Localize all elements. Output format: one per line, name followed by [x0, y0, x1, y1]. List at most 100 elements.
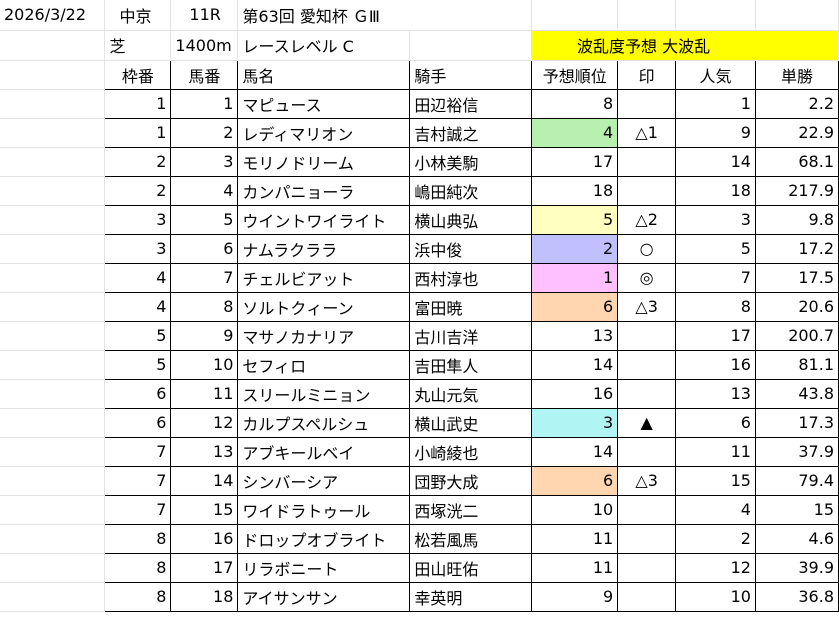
umaban-cell[interactable]: 8	[170, 291, 239, 322]
mark-cell[interactable]: △3	[617, 291, 677, 322]
empty-cell[interactable]	[531, 0, 619, 31]
jockey-cell[interactable]: 松若風馬	[409, 523, 533, 554]
umaban-cell[interactable]: 3	[170, 146, 239, 177]
empty-cell[interactable]	[0, 89, 106, 119]
popularity-cell[interactable]: 9	[675, 117, 756, 148]
empty-cell[interactable]	[0, 30, 106, 61]
empty-cell[interactable]	[0, 60, 106, 90]
horse-name-cell[interactable]: チェルビアット	[237, 262, 411, 293]
jockey-cell[interactable]: 幸英明	[409, 581, 533, 612]
predicted-rank-cell[interactable]: 8	[531, 88, 619, 119]
jockey-cell[interactable]: 浜中俊	[409, 233, 533, 264]
mark-cell[interactable]: ◎	[617, 262, 677, 293]
horse-name-cell[interactable]: マサノカナリア	[237, 320, 411, 351]
popularity-cell[interactable]: 11	[675, 436, 756, 467]
mark-cell[interactable]: ▲	[617, 407, 677, 438]
header-umaban[interactable]: 馬番	[170, 59, 239, 90]
mark-cell[interactable]	[617, 494, 677, 525]
popularity-cell[interactable]: 8	[675, 291, 756, 322]
popularity-cell[interactable]: 5	[675, 233, 756, 264]
umaban-cell[interactable]: 13	[170, 436, 239, 467]
win-odds-cell[interactable]: 37.9	[754, 436, 839, 467]
predicted-rank-cell[interactable]: 14	[531, 436, 619, 467]
umaban-cell[interactable]: 9	[170, 320, 239, 351]
jockey-cell[interactable]: 田辺裕信	[409, 88, 533, 119]
horse-name-cell[interactable]: シンバーシア	[237, 465, 411, 496]
win-odds-cell[interactable]: 200.7	[754, 320, 839, 351]
mark-cell[interactable]	[617, 378, 677, 409]
win-odds-cell[interactable]: 81.1	[754, 349, 839, 380]
umaban-cell[interactable]: 17	[170, 552, 239, 583]
popularity-cell[interactable]: 18	[675, 175, 756, 206]
waku-cell[interactable]: 7	[104, 465, 172, 496]
empty-cell[interactable]	[409, 30, 533, 61]
jockey-cell[interactable]: 丸山元気	[409, 378, 533, 409]
predicted-rank-cell[interactable]: 4	[531, 117, 619, 148]
mark-cell[interactable]: ○	[617, 233, 677, 264]
popularity-cell[interactable]: 7	[675, 262, 756, 293]
race-title[interactable]: 第63回 愛知杯 ＧⅢ	[237, 0, 533, 31]
predicted-rank-cell[interactable]: 18	[531, 175, 619, 206]
horse-name-cell[interactable]: ナムラクララ	[237, 233, 411, 264]
jockey-cell[interactable]: 団野大成	[409, 465, 533, 496]
mark-cell[interactable]: △1	[617, 117, 677, 148]
waku-cell[interactable]: 6	[104, 378, 172, 409]
umaban-cell[interactable]: 16	[170, 523, 239, 554]
win-odds-cell[interactable]: 20.6	[754, 291, 839, 322]
win-odds-cell[interactable]: 17.3	[754, 407, 839, 438]
popularity-cell[interactable]: 2	[675, 523, 756, 554]
predicted-rank-cell[interactable]: 2	[531, 233, 619, 264]
header-mark[interactable]: 印	[617, 59, 677, 90]
horse-name-cell[interactable]: ワイドラトゥール	[237, 494, 411, 525]
jockey-cell[interactable]: 横山典弘	[409, 204, 533, 235]
popularity-cell[interactable]: 4	[675, 494, 756, 525]
waku-cell[interactable]: 2	[104, 146, 172, 177]
waku-cell[interactable]: 5	[104, 349, 172, 380]
waku-cell[interactable]: 4	[104, 291, 172, 322]
popularity-cell[interactable]: 14	[675, 146, 756, 177]
predicted-rank-cell[interactable]: 11	[531, 552, 619, 583]
waku-cell[interactable]: 2	[104, 175, 172, 206]
empty-cell[interactable]	[755, 0, 839, 31]
umaban-cell[interactable]: 14	[170, 465, 239, 496]
waku-cell[interactable]: 8	[104, 523, 172, 554]
predicted-rank-cell[interactable]: 17	[531, 146, 619, 177]
win-odds-cell[interactable]: 217.9	[754, 175, 839, 206]
horse-name-cell[interactable]: リラボニート	[237, 552, 411, 583]
umaban-cell[interactable]: 2	[170, 117, 239, 148]
win-odds-cell[interactable]: 17.5	[754, 262, 839, 293]
horse-name-cell[interactable]: マピュース	[237, 88, 411, 119]
mark-cell[interactable]	[617, 349, 677, 380]
waku-cell[interactable]: 1	[104, 117, 172, 148]
mark-cell[interactable]	[617, 88, 677, 119]
mark-cell[interactable]	[617, 552, 677, 583]
win-odds-cell[interactable]: 22.9	[754, 117, 839, 148]
predicted-rank-cell[interactable]: 1	[531, 262, 619, 293]
race-level[interactable]: レースレベル C	[237, 30, 411, 61]
jockey-cell[interactable]: 田山旺佑	[409, 552, 533, 583]
win-odds-cell[interactable]: 39.9	[754, 552, 839, 583]
empty-cell[interactable]	[0, 205, 106, 235]
mark-cell[interactable]: △3	[617, 465, 677, 496]
empty-cell[interactable]	[617, 0, 677, 31]
win-odds-cell[interactable]: 9.8	[754, 204, 839, 235]
jockey-cell[interactable]: 小林美駒	[409, 146, 533, 177]
mark-cell[interactable]	[617, 175, 677, 206]
empty-cell[interactable]	[0, 292, 106, 322]
waku-cell[interactable]: 5	[104, 320, 172, 351]
predicted-rank-cell[interactable]: 11	[531, 523, 619, 554]
race-date[interactable]: 2026/3/22	[0, 0, 106, 31]
horse-name-cell[interactable]: モリノドリーム	[237, 146, 411, 177]
mark-cell[interactable]	[617, 436, 677, 467]
waku-cell[interactable]: 7	[104, 494, 172, 525]
jockey-cell[interactable]: 横山武史	[409, 407, 533, 438]
empty-cell[interactable]	[675, 0, 756, 31]
popularity-cell[interactable]: 3	[675, 204, 756, 235]
jockey-cell[interactable]: 西村淳也	[409, 262, 533, 293]
popularity-cell[interactable]: 10	[675, 581, 756, 612]
popularity-cell[interactable]: 1	[675, 88, 756, 119]
header-predicted-rank[interactable]: 予想順位	[531, 59, 619, 90]
horse-name-cell[interactable]: ドロップオブライト	[237, 523, 411, 554]
waku-cell[interactable]: 3	[104, 204, 172, 235]
jockey-cell[interactable]: 古川吉洋	[409, 320, 533, 351]
